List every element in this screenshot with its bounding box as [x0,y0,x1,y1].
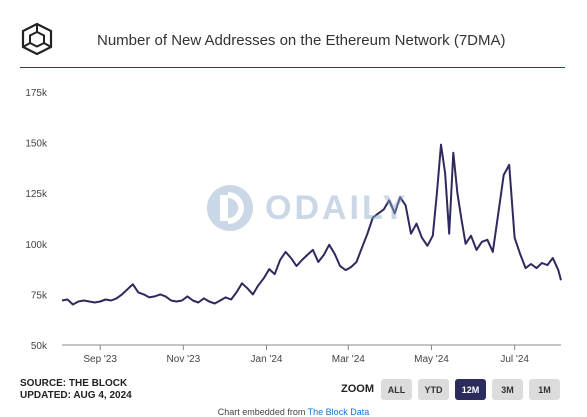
the-block-data-link[interactable]: The Block Data [307,407,370,417]
zoom-label: ZOOM [341,383,374,395]
y-tick-label: 50k [31,341,48,352]
source-label: SOURCE: THE BLOCK [20,378,128,389]
odaily-watermark: ODAILY [205,183,408,233]
x-axis: Sep '23 Nov '23 Jan '24 Mar '24 May '24 Jul '… [83,345,529,365]
line-chart: 50k 75k 100k 125k 150k 175k Sep '23 Nov '23 Jan… [25,88,562,365]
header-divider [20,67,565,68]
chart-title: Number of New Addresses on the Ethereum … [97,32,506,49]
y-tick-label: 175k [25,88,48,99]
zoom-ytd-button[interactable]: YTD [418,379,449,400]
x-tick-label: Nov '23 [167,354,201,365]
watermark-text: ODAILY [265,188,409,227]
y-tick-label: 75k [31,290,48,301]
x-tick-label: Mar '24 [332,354,365,365]
x-tick-label: Jul '24 [500,354,529,365]
y-tick-label: 150k [25,139,48,150]
footer-attribution: Chart embedded from The Block Data [0,407,587,417]
series-line-new-addresses [61,143,562,306]
the-block-cube-icon [20,22,54,56]
footer-prefix: Chart embedded from [217,407,308,417]
x-tick-label: May '24 [414,354,449,365]
x-tick-label: Sep '23 [83,354,117,365]
zoom-12m-button[interactable]: 12M [455,379,486,400]
zoom-3m-button[interactable]: 3M [492,379,523,400]
y-tick-label: 100k [25,240,48,251]
updated-label: UPDATED: AUG 4, 2024 [20,390,132,401]
zoom-all-button[interactable]: ALL [381,379,412,400]
odaily-logo-icon [207,185,253,231]
y-tick-label: 125k [25,189,48,200]
zoom-1m-button[interactable]: 1M [529,379,560,400]
y-axis: 50k 75k 100k 125k 150k 175k [25,88,48,352]
x-tick-label: Jan '24 [251,354,283,365]
source-info: SOURCE: THE BLOCK UPDATED: AUG 4, 2024 [20,378,132,402]
